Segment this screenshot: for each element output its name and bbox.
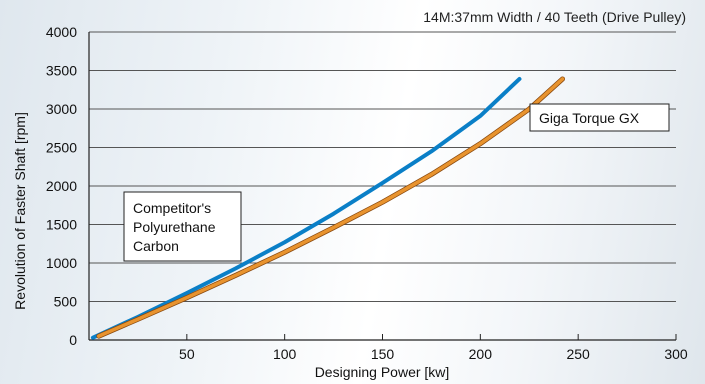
y-tick-labels: 0 500 1000 1500 2000 2500 3000 3500 4000: [46, 24, 77, 348]
series-line-1: [97, 77, 565, 338]
y-tick-label: 0: [69, 332, 77, 348]
x-tick-label: 300: [664, 346, 688, 362]
x-tick-label: 200: [469, 346, 493, 362]
x-axis-title: Designing Power [kw]: [315, 364, 450, 380]
competitor-label-line-1: Competitor's: [133, 200, 211, 216]
competitor-label-line-3: Carbon: [133, 238, 179, 254]
y-tick-label: 3500: [46, 63, 77, 79]
gx-label: Giga Torque GX: [539, 110, 640, 126]
x-tick-label: 100: [273, 346, 297, 362]
series-line-0: [90, 76, 522, 340]
y-tick-label: 2000: [46, 178, 77, 194]
y-tick-label: 4000: [46, 24, 77, 40]
gx-label-box: Giga Torque GX: [529, 103, 670, 132]
x-tick-label: 150: [371, 346, 395, 362]
x-tick-label: 50: [179, 346, 195, 362]
series-lines: [90, 76, 566, 340]
y-tick-label: 3000: [46, 101, 77, 117]
competitor-label-box: Competitor's Polyurethane Carbon: [123, 191, 242, 262]
chart-title: 14M:37mm Width / 40 Teeth (Drive Pulley): [423, 9, 686, 25]
x-tick-label: 250: [566, 346, 590, 362]
y-tick-label: 1000: [46, 255, 77, 271]
x-tick-labels: 50 100 150 200 250 300: [179, 346, 688, 362]
y-tick-label: 2500: [46, 140, 77, 156]
y-tick-label: 500: [54, 294, 78, 310]
y-axis-title: Revolution of Faster Shaft [rpm]: [12, 112, 28, 310]
axes: [88, 32, 677, 341]
y-tick-label: 1500: [46, 217, 77, 233]
competitor-label-line-2: Polyurethane: [133, 219, 216, 235]
